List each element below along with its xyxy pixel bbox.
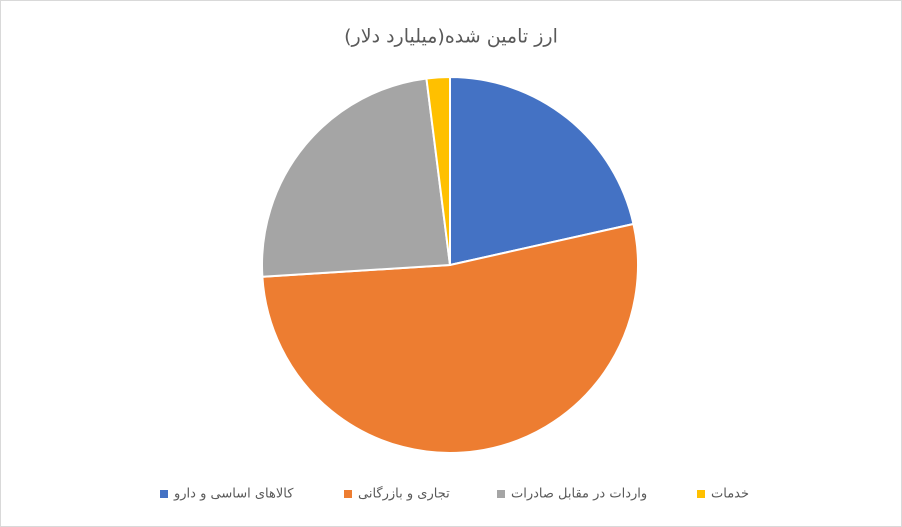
pie-slice <box>261 222 639 454</box>
chart-title: ارز تامین شده(میلیارد دلار) <box>344 26 558 48</box>
legend-swatch <box>697 490 705 498</box>
legend-label: خدمات <box>711 487 749 502</box>
pie-slice <box>425 75 451 266</box>
legend-swatch <box>160 490 168 498</box>
legend-label: واردات در مقابل صادرات <box>511 487 647 502</box>
legend-swatch <box>344 490 352 498</box>
legend-swatch <box>497 490 505 498</box>
legend-label: کالاهای اساسی و دارو <box>173 487 294 502</box>
pie-slice <box>261 77 452 278</box>
pie-slice <box>449 75 635 267</box>
legend-label: تجاری و بازرگانی <box>358 486 450 502</box>
